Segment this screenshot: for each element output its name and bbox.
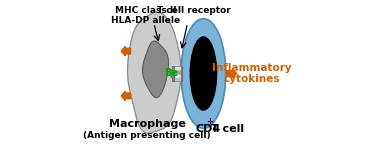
Text: MHC class II
HLA-DP allele: MHC class II HLA-DP allele <box>111 6 180 25</box>
Bar <box>172 71 182 74</box>
Text: Inflammatory
cytokines: Inflammatory cytokines <box>212 63 291 84</box>
Text: (Antigen presenting cell): (Antigen presenting cell) <box>84 131 211 140</box>
Polygon shape <box>127 12 181 133</box>
FancyArrow shape <box>226 69 237 78</box>
FancyArrow shape <box>121 46 130 56</box>
Text: Macrophage: Macrophage <box>109 119 186 129</box>
Bar <box>181 66 182 81</box>
Text: CD4: CD4 <box>195 124 221 134</box>
Text: Be: Be <box>164 69 178 78</box>
Polygon shape <box>168 69 172 78</box>
Ellipse shape <box>181 19 226 128</box>
Text: T cell receptor: T cell receptor <box>157 6 231 15</box>
FancyArrow shape <box>121 91 130 101</box>
Bar <box>172 66 174 81</box>
Ellipse shape <box>189 36 217 111</box>
Bar <box>172 75 182 78</box>
Text: T cell: T cell <box>207 124 245 134</box>
Text: +: + <box>206 117 213 126</box>
Bar <box>172 66 182 81</box>
Polygon shape <box>143 41 169 97</box>
Bar <box>172 67 182 70</box>
